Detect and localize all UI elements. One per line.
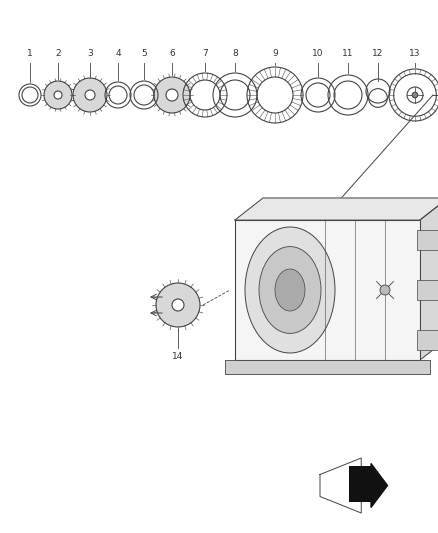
Text: 9: 9	[272, 49, 278, 58]
Text: 11: 11	[342, 49, 354, 58]
FancyBboxPatch shape	[225, 360, 430, 374]
Polygon shape	[371, 464, 388, 507]
Text: 1: 1	[27, 49, 33, 58]
Circle shape	[73, 78, 107, 112]
Text: 2: 2	[55, 49, 61, 58]
Text: 6: 6	[169, 49, 175, 58]
Text: 12: 12	[372, 49, 384, 58]
FancyBboxPatch shape	[417, 330, 438, 350]
Text: 3: 3	[87, 49, 93, 58]
Circle shape	[44, 81, 72, 109]
Text: 10: 10	[312, 49, 324, 58]
Polygon shape	[235, 198, 438, 220]
Text: 8: 8	[232, 49, 238, 58]
Circle shape	[85, 90, 95, 100]
Ellipse shape	[259, 247, 321, 334]
Text: 14: 14	[172, 352, 184, 361]
Text: 7: 7	[202, 49, 208, 58]
Circle shape	[156, 283, 200, 327]
Polygon shape	[420, 198, 438, 360]
Circle shape	[172, 299, 184, 311]
Ellipse shape	[275, 269, 305, 311]
Ellipse shape	[245, 227, 335, 353]
Polygon shape	[263, 198, 438, 338]
Circle shape	[412, 92, 418, 98]
Circle shape	[154, 77, 190, 113]
Polygon shape	[235, 220, 420, 360]
Circle shape	[166, 89, 178, 101]
Text: 4: 4	[115, 49, 121, 58]
FancyBboxPatch shape	[417, 230, 438, 250]
FancyBboxPatch shape	[417, 280, 438, 300]
Circle shape	[380, 285, 390, 295]
Text: 13: 13	[409, 49, 421, 58]
Text: 5: 5	[141, 49, 147, 58]
Circle shape	[54, 91, 62, 99]
FancyBboxPatch shape	[349, 466, 371, 502]
